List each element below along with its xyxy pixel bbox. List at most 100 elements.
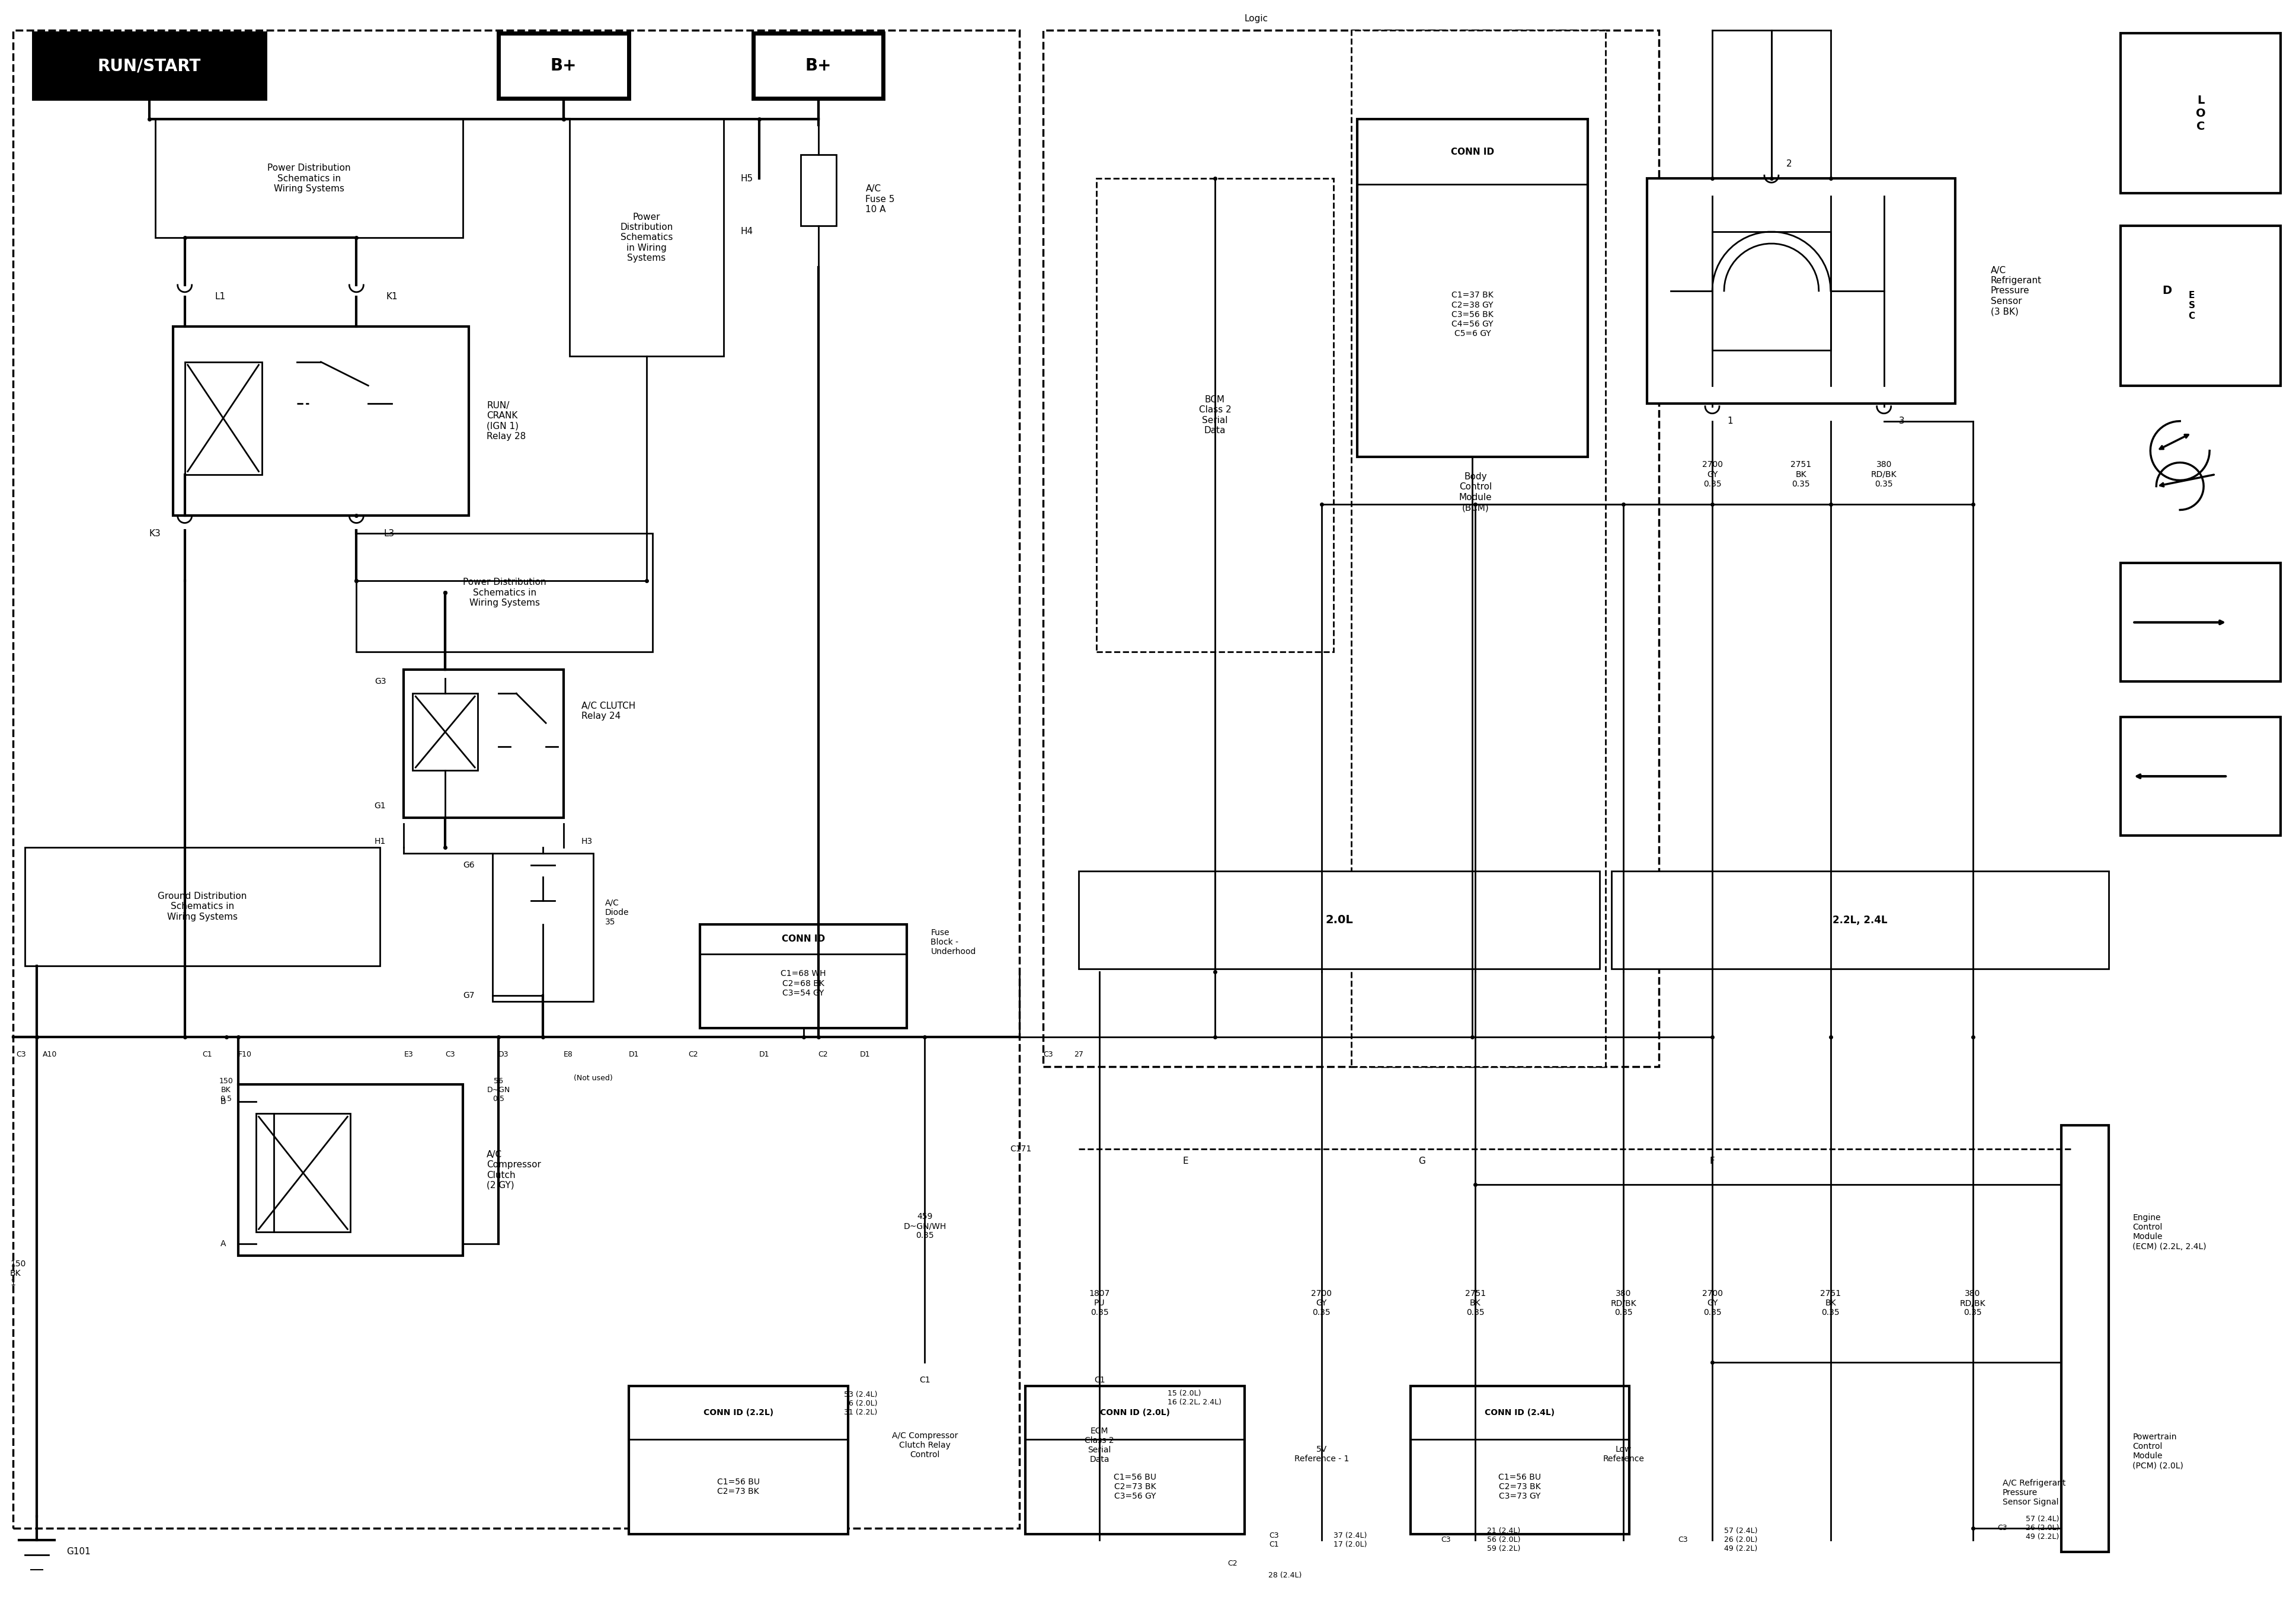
Text: H3: H3 (581, 837, 592, 845)
Bar (2122, 564, 2280, 681)
Bar (14, 31, 1019, 1528)
Bar (34, 34, 264, 98)
Text: A/C Compressor
Clutch Relay
Control: A/C Compressor Clutch Relay Control (891, 1431, 957, 1459)
Text: C2: C2 (689, 1051, 698, 1058)
Bar (356, 533, 652, 652)
Text: C3: C3 (445, 1051, 455, 1058)
Text: Ground Distribution
Schematics in
Wiring Systems: Ground Distribution Schematics in Wiring… (158, 892, 248, 921)
Text: Fuse
Block -
Underhood: Fuse Block - Underhood (930, 929, 976, 956)
Text: G101: G101 (67, 1547, 90, 1557)
Text: E
S
C: E S C (2188, 291, 2195, 320)
Text: C3: C3 (1042, 1051, 1054, 1058)
Text: ECM
Class 2
Serial
Data: ECM Class 2 Serial Data (1084, 1426, 1114, 1463)
Bar (2062, 1125, 2110, 1552)
Text: H1: H1 (374, 837, 386, 845)
Text: C1=68 WH
C2=68 BK
C3=54 GY: C1=68 WH C2=68 BK C3=54 GY (781, 969, 827, 997)
Bar (1713, 232, 1830, 349)
Bar (1612, 871, 2110, 969)
Text: Power
Distribution
Schematics
in Wiring
Systems: Power Distribution Schematics in Wiring … (620, 213, 673, 262)
Text: D3: D3 (498, 1051, 510, 1058)
Text: 15 (2.0L)
16 (2.2L, 2.4L): 15 (2.0L) 16 (2.2L, 2.4L) (1169, 1389, 1221, 1406)
Bar (801, 155, 836, 225)
Bar (172, 327, 468, 515)
Text: D: D (2163, 285, 2172, 296)
Text: 150
BK
0.5: 150 BK 0.5 (218, 1077, 234, 1103)
Text: Power Distribution
Schematics in
Wiring Systems: Power Distribution Schematics in Wiring … (464, 578, 546, 607)
Text: G: G (1419, 1156, 1426, 1166)
Text: 21 (2.4L)
56 (2.0L)
59 (2.2L): 21 (2.4L) 56 (2.0L) 59 (2.2L) (1488, 1528, 1520, 1552)
Text: Logic: Logic (1244, 14, 1267, 23)
Text: C2: C2 (1228, 1560, 1238, 1568)
Text: Power Distribution
Schematics in
Wiring Systems: Power Distribution Schematics in Wiring … (266, 164, 351, 193)
Text: C3: C3 (16, 1051, 25, 1058)
Text: 380
RD/BK
0.35: 380 RD/BK 0.35 (1871, 460, 1896, 488)
Text: D1: D1 (859, 1051, 870, 1058)
Text: CONN ID (2.4L): CONN ID (2.4L) (1486, 1409, 1554, 1417)
Bar (1410, 1386, 1630, 1534)
Text: C171: C171 (1010, 1145, 1031, 1153)
Text: G3: G3 (374, 678, 386, 686)
Bar (1079, 871, 1600, 969)
Text: D1: D1 (760, 1051, 769, 1058)
Text: 2: 2 (1786, 159, 1793, 167)
Text: RUN/START: RUN/START (96, 58, 200, 74)
Text: A/C
Compressor
Clutch
(2 GY): A/C Compressor Clutch (2 GY) (487, 1150, 542, 1190)
Bar (1026, 1386, 1244, 1534)
Text: L3: L3 (383, 530, 395, 538)
Text: B+: B+ (806, 58, 831, 74)
Text: C1: C1 (202, 1051, 211, 1058)
Text: A/C
Refrigerant
Pressure
Sensor
(3 BK): A/C Refrigerant Pressure Sensor (3 BK) (1991, 266, 2041, 316)
Text: 57 (2.4L)
26 (2.0L)
49 (2.2L): 57 (2.4L) 26 (2.0L) 49 (2.2L) (2025, 1515, 2060, 1541)
Text: 1: 1 (1727, 417, 1733, 425)
Text: Engine
Control
Module
(ECM) (2.2L, 2.4L): Engine Control Module (ECM) (2.2L, 2.4L) (2133, 1214, 2206, 1251)
Bar (413, 694, 478, 770)
Text: C1=37 BK
C2=38 GY
C3=56 BK
C4=56 GY
C5=6 GY: C1=37 BK C2=38 GY C3=56 BK C4=56 GY C5=6… (1451, 291, 1492, 338)
Bar (2122, 225, 2280, 386)
Text: D1: D1 (629, 1051, 638, 1058)
Text: A10: A10 (44, 1051, 57, 1058)
Text: C3: C3 (1678, 1536, 1688, 1544)
Text: E: E (1182, 1156, 1187, 1166)
Bar (1350, 31, 1605, 1066)
Bar (156, 119, 464, 238)
Bar (753, 34, 884, 98)
Text: 5V
Reference - 1: 5V Reference - 1 (1295, 1446, 1348, 1463)
Text: 2.2L, 2.4L: 2.2L, 2.4L (1832, 914, 1887, 926)
Text: K3: K3 (149, 530, 161, 538)
Text: C1=56 BU
C2=73 BK
C3=56 GY: C1=56 BU C2=73 BK C3=56 GY (1114, 1473, 1157, 1501)
Bar (494, 853, 592, 1001)
Text: 459
D~GN/WH
0.35: 459 D~GN/WH 0.35 (902, 1212, 946, 1240)
Text: CONN ID: CONN ID (781, 935, 824, 943)
Bar (255, 1114, 351, 1232)
Bar (239, 1084, 464, 1256)
Text: A/C Refrigerant
Pressure
Sensor Signal: A/C Refrigerant Pressure Sensor Signal (2002, 1480, 2066, 1507)
Text: A/C
Fuse 5
10 A: A/C Fuse 5 10 A (866, 185, 895, 214)
Text: A: A (220, 1240, 227, 1248)
Text: BCM
Class 2
Serial
Data: BCM Class 2 Serial Data (1199, 396, 1231, 435)
Text: E8: E8 (563, 1051, 574, 1058)
Text: L1: L1 (216, 293, 225, 301)
Bar (498, 34, 629, 98)
Text: 2700
GY
0.35: 2700 GY 0.35 (1701, 1290, 1722, 1317)
Text: C3: C3 (1998, 1525, 2007, 1533)
Text: 1807
PU
0.35: 1807 PU 0.35 (1088, 1290, 1109, 1317)
Bar (1097, 179, 1334, 652)
Bar (184, 362, 262, 475)
Text: 2751
BK
0.35: 2751 BK 0.35 (1465, 1290, 1486, 1317)
Text: C1=56 BU
C2=73 BK
C3=73 GY: C1=56 BU C2=73 BK C3=73 GY (1499, 1473, 1541, 1501)
Bar (25, 847, 381, 966)
Text: E3: E3 (404, 1051, 413, 1058)
Text: A/C
Diode
35: A/C Diode 35 (606, 898, 629, 926)
Text: 380
RD/BK
0.35: 380 RD/BK 0.35 (1961, 1290, 1986, 1317)
Text: 150
BK
1: 150 BK 1 (9, 1259, 25, 1288)
Bar (2122, 716, 2280, 836)
Text: 2700
GY
0.35: 2700 GY 0.35 (1311, 1290, 1332, 1317)
Text: 37 (2.4L)
17 (2.0L): 37 (2.4L) 17 (2.0L) (1334, 1531, 1366, 1549)
Text: Body
Control
Module
(BCM): Body Control Module (BCM) (1458, 472, 1492, 512)
Text: B: B (220, 1098, 227, 1106)
Text: 2700
GY
0.35: 2700 GY 0.35 (1701, 460, 1722, 488)
Text: F10: F10 (239, 1051, 253, 1058)
Text: G1: G1 (374, 802, 386, 810)
Text: 28 (2.4L): 28 (2.4L) (1267, 1571, 1302, 1579)
Text: 27: 27 (1075, 1051, 1084, 1058)
